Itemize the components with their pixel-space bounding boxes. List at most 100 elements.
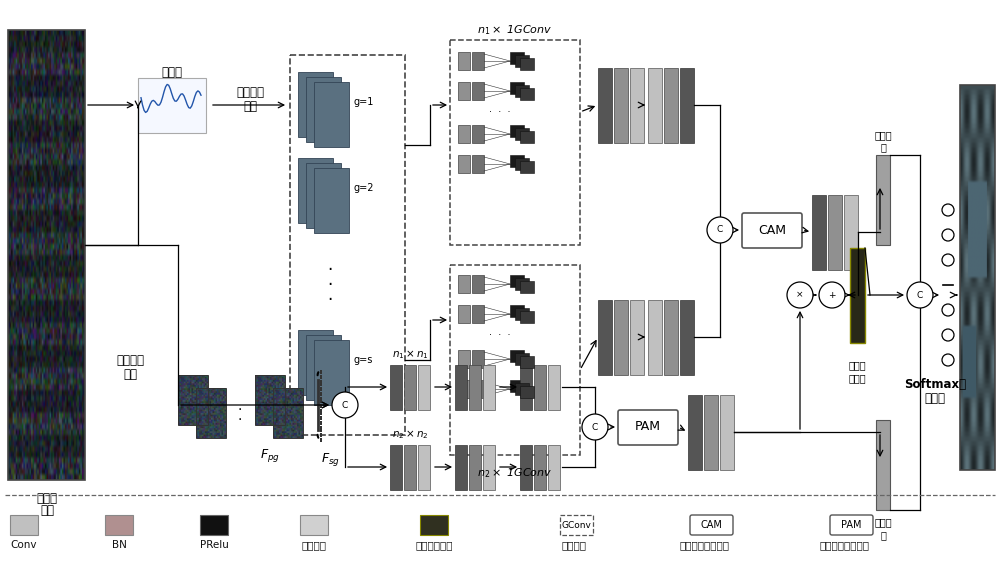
Text: ·: · — [238, 413, 242, 427]
Bar — [534, 365, 546, 410]
Bar — [648, 300, 662, 375]
Circle shape — [787, 282, 813, 308]
Bar — [960, 85, 995, 470]
Bar — [300, 515, 328, 535]
Bar — [520, 281, 534, 293]
Text: 层: 层 — [880, 530, 886, 540]
Text: $F_{sg}$: $F_{sg}$ — [321, 451, 339, 468]
Bar — [450, 265, 580, 455]
Bar — [420, 515, 448, 535]
Bar — [472, 305, 484, 323]
Text: ·: · — [238, 403, 242, 417]
Bar — [290, 55, 405, 435]
FancyBboxPatch shape — [742, 213, 802, 248]
Bar — [469, 365, 481, 410]
Bar — [510, 380, 524, 392]
Bar — [10, 515, 38, 535]
Text: g=2: g=2 — [353, 183, 374, 193]
FancyBboxPatch shape — [618, 410, 678, 445]
Text: $n_1 \times$ 1GConv: $n_1 \times$ 1GConv — [477, 23, 553, 37]
Bar — [320, 390, 322, 391]
Bar — [8, 30, 85, 480]
Bar — [390, 365, 402, 410]
Text: PAM: PAM — [635, 420, 661, 434]
Bar — [614, 68, 628, 143]
Bar — [664, 300, 678, 375]
Bar — [472, 155, 484, 173]
Bar — [850, 248, 865, 343]
Bar — [510, 305, 524, 317]
Bar — [515, 85, 529, 97]
Bar — [704, 395, 718, 470]
FancyBboxPatch shape — [830, 515, 873, 535]
Bar — [320, 435, 322, 437]
Bar — [548, 365, 560, 410]
Bar — [320, 375, 322, 377]
Bar — [515, 128, 529, 140]
Bar — [458, 155, 470, 173]
Bar — [458, 380, 470, 398]
Bar — [178, 375, 208, 425]
Bar — [472, 275, 484, 293]
Text: $n_1 \times n_1$: $n_1 \times n_1$ — [392, 348, 428, 362]
Bar — [320, 433, 322, 435]
Text: Softmax输: Softmax输 — [904, 379, 966, 391]
Bar — [876, 155, 890, 245]
Text: ·  ·  ·: · · · — [489, 330, 511, 340]
Circle shape — [942, 229, 954, 241]
Circle shape — [819, 282, 845, 308]
Bar — [458, 275, 470, 293]
Text: 光谱带: 光谱带 — [162, 66, 182, 78]
Bar — [320, 423, 322, 425]
Bar — [520, 365, 532, 410]
Bar — [510, 82, 524, 94]
Text: ×: × — [796, 291, 804, 300]
Bar — [520, 58, 534, 70]
Text: ·: · — [327, 276, 333, 294]
Bar — [320, 416, 322, 418]
Bar — [320, 394, 322, 396]
Bar — [458, 125, 470, 143]
Bar — [812, 195, 826, 270]
Bar — [255, 375, 285, 425]
Circle shape — [942, 304, 954, 316]
Text: 整型: 整型 — [243, 100, 257, 113]
Text: PAM: PAM — [841, 520, 861, 530]
Bar — [458, 350, 470, 368]
Bar — [688, 395, 702, 470]
Bar — [483, 445, 495, 490]
Bar — [510, 350, 524, 362]
FancyBboxPatch shape — [690, 515, 733, 535]
Bar — [105, 515, 133, 535]
Circle shape — [942, 204, 954, 216]
Text: CAM: CAM — [700, 520, 722, 530]
Text: C: C — [342, 400, 348, 410]
Bar — [510, 125, 524, 137]
Text: 出类别: 出类别 — [924, 391, 946, 404]
Text: 交叉分组: 交叉分组 — [116, 353, 144, 367]
Text: 全连接: 全连接 — [874, 517, 892, 527]
Bar — [455, 445, 467, 490]
Bar — [418, 365, 430, 410]
Circle shape — [707, 217, 733, 243]
Bar — [483, 365, 495, 410]
Text: ·: · — [327, 261, 333, 279]
Text: g=s: g=s — [353, 355, 372, 365]
Bar — [510, 275, 524, 287]
Bar — [306, 77, 341, 142]
Bar — [298, 158, 333, 223]
Text: PRelu: PRelu — [200, 540, 228, 550]
Bar — [298, 330, 333, 395]
Text: C: C — [717, 225, 723, 235]
Circle shape — [942, 354, 954, 366]
Bar — [320, 372, 322, 375]
Text: 全连接: 全连接 — [874, 130, 892, 140]
Text: BN: BN — [112, 540, 126, 550]
Bar — [614, 300, 628, 375]
Text: 降维: 降维 — [123, 367, 137, 380]
Bar — [320, 426, 322, 427]
Bar — [196, 388, 226, 438]
Text: 分组卷积: 分组卷积 — [562, 540, 586, 550]
Circle shape — [332, 392, 358, 418]
Bar — [320, 428, 322, 430]
